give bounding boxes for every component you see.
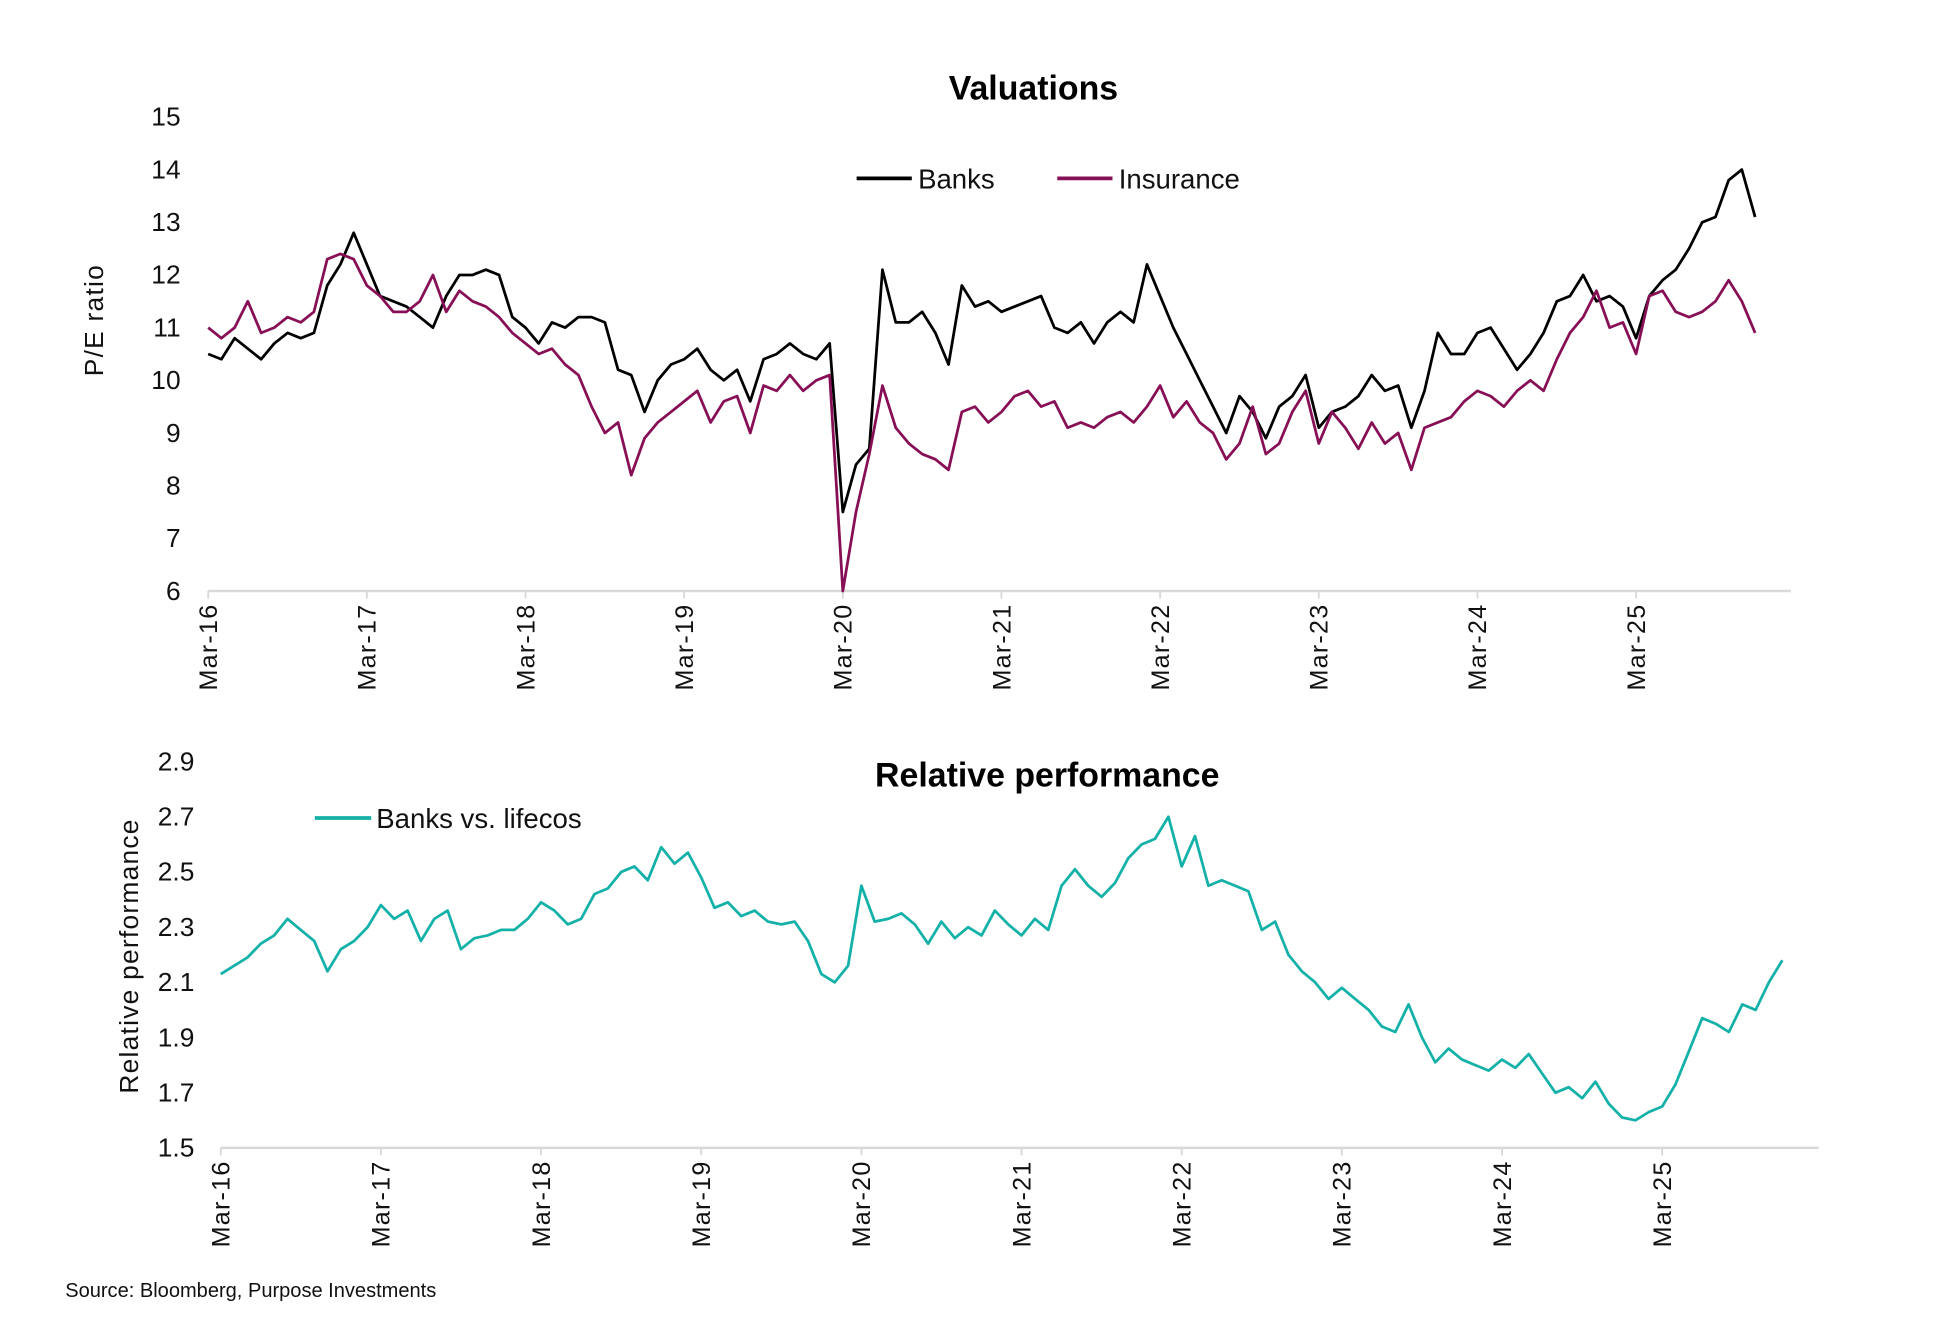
y-tick-label: 6 [166,576,181,606]
x-tick-label: Mar-24 [1464,604,1492,691]
y-tick-label: 8 [166,470,181,500]
y-tick-label: 2.9 [158,746,195,776]
y-tick-label: 7 [166,523,181,553]
valuations-plot: 6 7 8 9 10 11 12 13 14 15 Mar-16 Mar-17 Mar-18 Mar-19… [151,102,1791,691]
series-line-relative-0 [220,815,1784,1122]
legend-label-relative: Banks vs. lifecos [376,803,581,834]
y-tick-label: 14 [151,154,180,184]
y-tick-label: 13 [151,207,180,237]
x-tick-label: Mar-19 [671,604,699,691]
x-tick-label: Mar-17 [368,1160,396,1247]
y-tick-label: 2.5 [158,857,195,887]
y-tick-label: 2.7 [158,802,195,832]
y-tick-label: 2.3 [158,912,195,942]
relative-plot: 1.5 1.7 1.9 2.1 2.3 2.5 2.7 2.9 Mar-16 Mar-17 Mar-… [158,746,1819,1247]
y-axis-title-pe: P/E ratio [79,264,109,376]
x-tick-label: Mar-21 [1008,1160,1036,1247]
x-tick-label: Mar-25 [1623,604,1651,691]
legend-relative: Banks vs. lifecos [314,803,582,834]
y-axis-title-relative: Relative performance [114,818,144,1093]
chart-title-valuations: Valuations [949,69,1118,107]
x-tick-label: Mar-20 [830,604,858,691]
x-tick-label: Mar-19 [688,1160,716,1247]
y-tick-label: 10 [151,365,180,395]
x-tick-label: Mar-23 [1306,604,1334,691]
x-tick-label: Mar-16 [208,1160,236,1247]
y-tick-label: 2.1 [158,967,195,997]
series-line-valuations-1 [207,252,1757,593]
x-tick-label: Mar-25 [1649,1160,1677,1247]
x-tick-label: Mar-18 [512,604,540,691]
y-tick-label: 1.9 [158,1022,195,1052]
y-tick-label: 1.7 [158,1077,195,1107]
x-tick-label: Mar-23 [1329,1160,1357,1247]
y-tick-label: 12 [151,260,180,290]
legend-label-banks: Banks [918,163,995,194]
source-note: Source: Bloomberg, Purpose Investments [65,1280,436,1302]
x-tick-label: Mar-20 [848,1160,876,1247]
x-tick-label: Mar-22 [1168,1160,1196,1247]
legend-valuations: Banks Insurance [856,163,1240,194]
x-tick-label: Mar-22 [1147,604,1175,691]
y-tick-label: 9 [166,418,181,448]
series-line-valuations-0 [207,168,1757,514]
x-tick-label: Mar-21 [988,604,1016,691]
x-tick-label: Mar-18 [528,1160,556,1247]
x-tick-label: Mar-17 [354,604,382,691]
x-tick-label: Mar-16 [195,604,223,691]
y-tick-label: 15 [151,102,180,132]
chart-title-relative: Relative performance [875,757,1219,795]
y-tick-label: 1.5 [158,1133,195,1163]
legend-label-insurance: Insurance [1119,163,1240,194]
x-tick-label: Mar-24 [1489,1160,1517,1247]
y-tick-label: 11 [153,312,180,342]
